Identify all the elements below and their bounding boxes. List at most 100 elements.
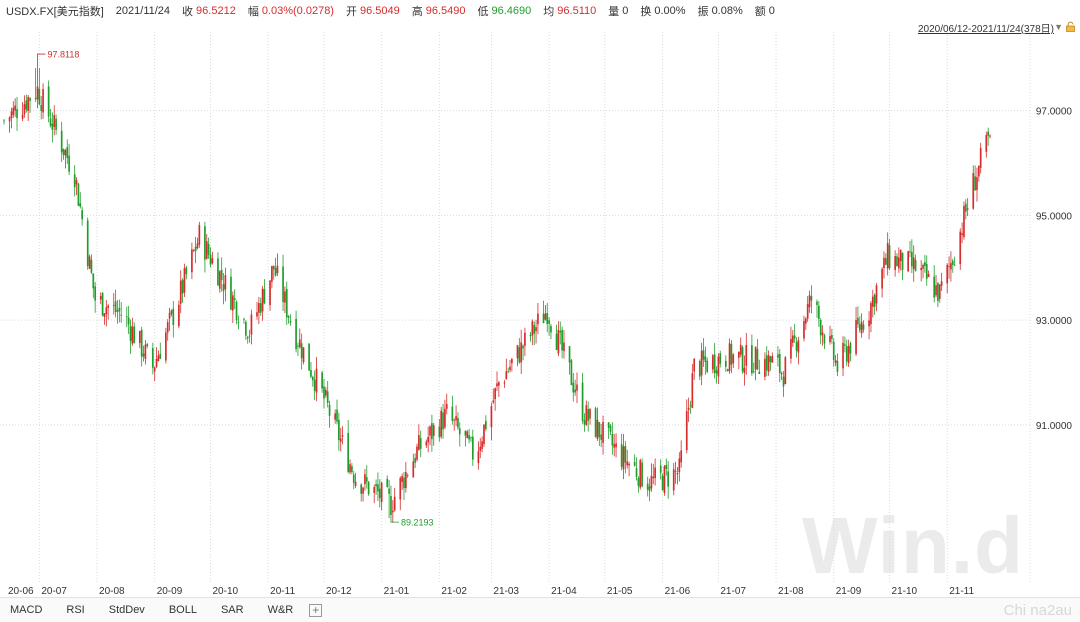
candle-body: [574, 389, 576, 393]
candle-body: [310, 370, 312, 377]
tab-rsi[interactable]: RSI: [66, 604, 85, 616]
candle-body: [114, 301, 117, 312]
candle-body: [691, 373, 694, 408]
candle-body: [27, 96, 30, 111]
x-tick-label: 21-04: [551, 586, 577, 597]
candle-body: [819, 320, 822, 336]
candle-body: [496, 383, 498, 387]
candle-body: [336, 409, 338, 422]
candle-body: [112, 304, 115, 306]
candle-body: [844, 344, 846, 346]
tab-macd[interactable]: MACD: [10, 604, 43, 616]
candle-body: [533, 324, 536, 334]
candle-body: [764, 358, 766, 377]
candle-body: [745, 345, 748, 366]
candle-body: [633, 462, 636, 466]
candle-body: [857, 317, 859, 325]
candle-body: [901, 252, 904, 270]
candle-body: [404, 471, 407, 489]
candle-body: [858, 324, 861, 331]
candle-body: [243, 318, 245, 320]
min-annotation: 89.2193: [401, 518, 434, 528]
candle-body: [507, 370, 510, 372]
candle-body: [205, 241, 208, 259]
candle-body: [49, 118, 52, 126]
candle-body: [258, 303, 260, 313]
candle-body: [375, 484, 377, 487]
x-tick-label: 21-02: [441, 586, 467, 597]
candle-body: [711, 355, 714, 370]
candle-body: [418, 435, 420, 450]
candle-body: [427, 437, 430, 443]
candle-body: [589, 408, 591, 419]
candle-body: [178, 304, 180, 327]
candle-body: [23, 104, 26, 115]
candle-body: [347, 432, 350, 472]
candle-body: [959, 231, 962, 265]
candle-body: [88, 256, 91, 269]
candle-body: [542, 313, 545, 324]
candle-body: [700, 350, 703, 376]
candle-body: [466, 431, 469, 439]
candle-body: [557, 329, 560, 354]
candle-body: [457, 418, 459, 428]
candle-body: [191, 249, 193, 273]
date-range-selector[interactable]: 2020/06/12-2021/11/24(378日): [917, 24, 1054, 35]
candle-body: [103, 313, 106, 318]
candle-body: [884, 258, 887, 265]
candle-body: [12, 107, 15, 115]
lock-icon[interactable]: [1065, 21, 1076, 32]
candle-body: [47, 86, 50, 117]
tab-stddev[interactable]: StdDev: [108, 604, 145, 616]
candle-body: [972, 173, 975, 209]
candle-body: [728, 343, 731, 372]
candle-body: [481, 441, 483, 449]
candle-body: [217, 258, 219, 286]
candle-body: [235, 301, 238, 321]
candle-body: [339, 438, 342, 442]
candle-body: [804, 318, 807, 324]
candle-body: [596, 419, 599, 439]
x-tick-label: 20-11: [270, 586, 295, 597]
candle-body: [204, 226, 206, 260]
candle-body: [133, 326, 136, 344]
dropdown-triangle-icon[interactable]: ▼: [1054, 22, 1063, 32]
candle-body: [390, 496, 392, 516]
amplitude-value: 0.08%: [711, 5, 743, 17]
candle-body: [77, 183, 80, 206]
candle-body: [529, 334, 532, 337]
candle-body: [272, 265, 275, 270]
tab-wr[interactable]: W&R: [267, 604, 294, 616]
candle-body: [886, 243, 889, 269]
candle-body: [250, 314, 253, 335]
candle-body: [233, 298, 236, 300]
tab-boll[interactable]: BOLL: [168, 604, 197, 616]
candle-body: [911, 251, 913, 267]
candle-body: [751, 345, 753, 374]
candle-body: [806, 304, 809, 319]
candle-body: [362, 487, 364, 494]
tab-sar[interactable]: SAR: [220, 604, 244, 616]
candle-body: [676, 473, 679, 475]
candle-body: [940, 281, 943, 286]
candle-body: [795, 342, 798, 351]
candle-body: [702, 350, 705, 360]
candle-body: [790, 338, 792, 359]
candle-body: [687, 407, 690, 410]
candle-body: [914, 259, 917, 271]
candle-body: [14, 105, 17, 111]
quote-header: USDX.FX[美元指数] 2021/11/24 收 96.5212 幅 0.0…: [0, 0, 1080, 22]
plus-icon[interactable]: +: [309, 603, 323, 617]
x-tick-label: 21-01: [384, 586, 410, 597]
candle-body: [713, 354, 716, 373]
candle-body: [907, 251, 909, 272]
candle-body: [979, 148, 982, 168]
high-value: 96.5490: [425, 5, 466, 17]
candle-body: [689, 405, 692, 407]
candle-body: [263, 289, 266, 304]
x-tick-label: 21-07: [720, 586, 746, 597]
candle-body: [847, 346, 850, 364]
candle-body: [985, 135, 988, 152]
candle-body: [431, 423, 433, 440]
candle-body: [576, 384, 578, 391]
